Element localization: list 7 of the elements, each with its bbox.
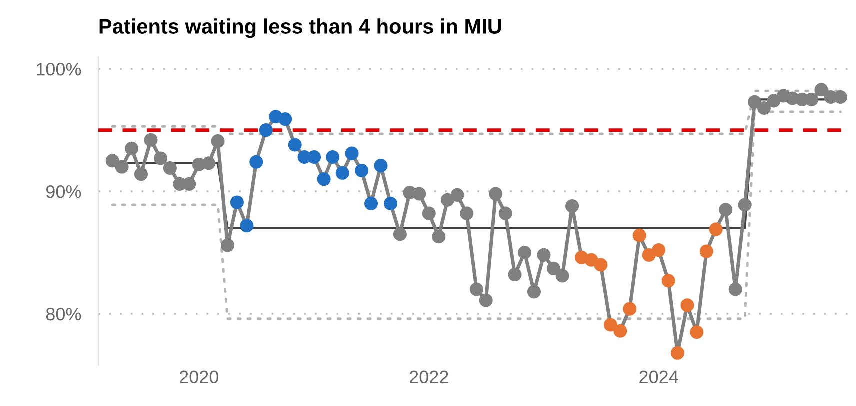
chart-title: Patients waiting less than 4 hours in MIU <box>100 18 502 38</box>
x-tick-label: 2020 <box>180 370 219 384</box>
y-tick-label: 100% <box>36 63 82 76</box>
x-tick-label: 2024 <box>640 370 678 384</box>
y-tick-label: 90% <box>46 185 82 198</box>
y-tick-label: 80% <box>46 308 82 321</box>
x-tick-label: 2022 <box>410 370 448 384</box>
